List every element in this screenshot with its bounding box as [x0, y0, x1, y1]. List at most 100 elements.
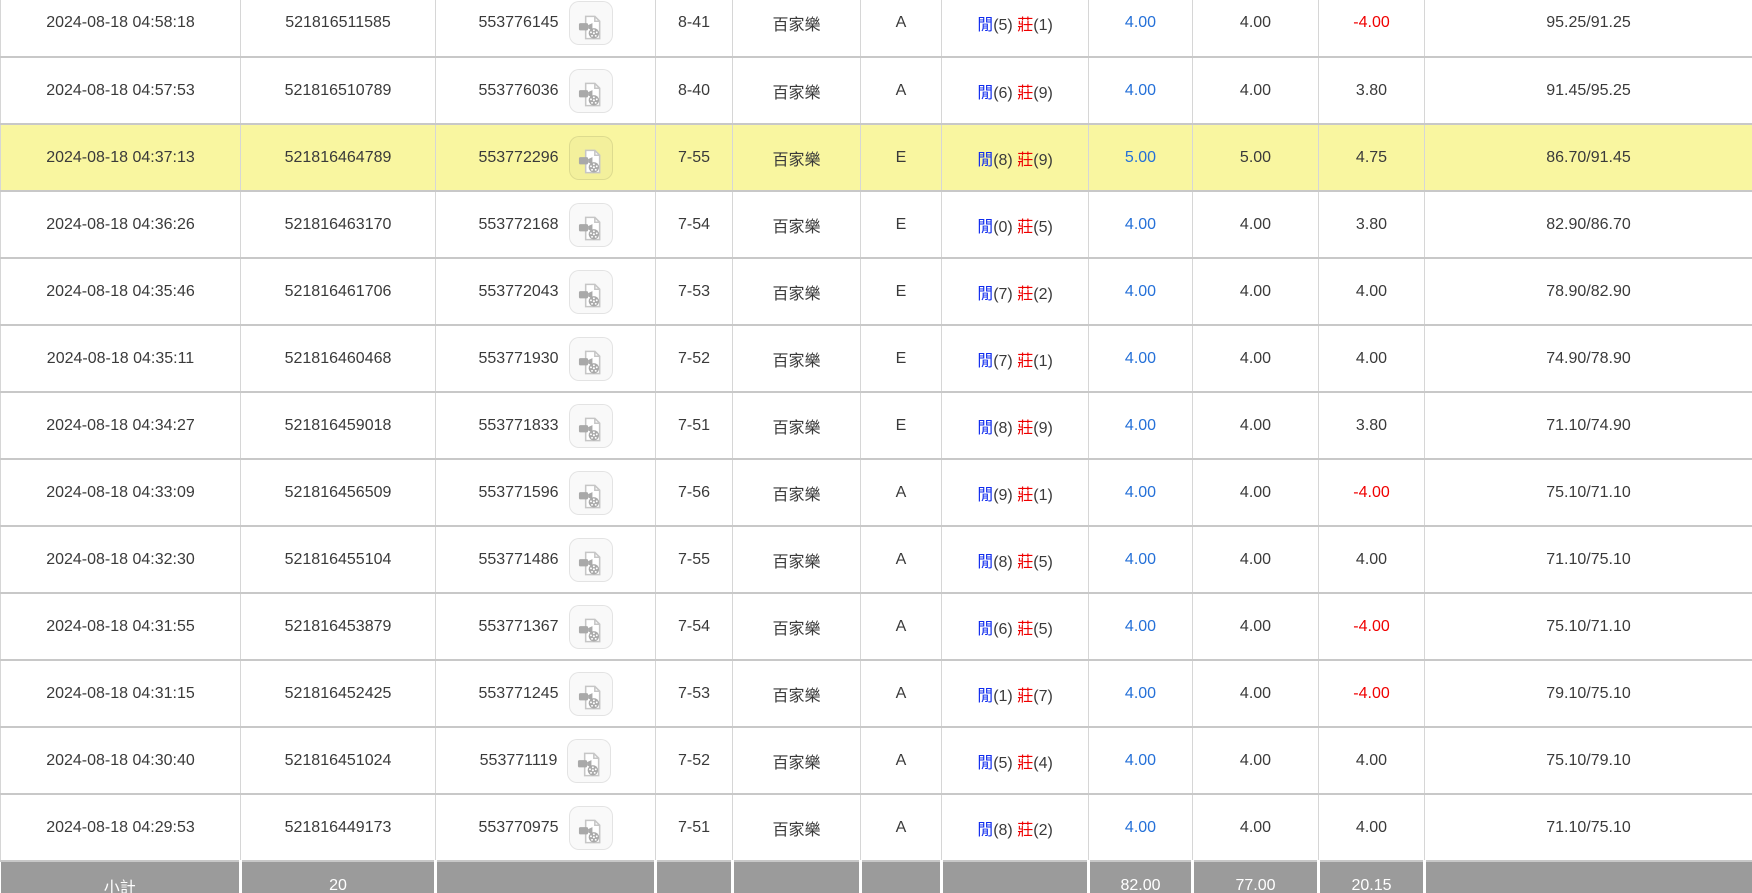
bet-record-row[interactable]: 2024-08-18 04:57:53 521816510789 5537760… — [0, 57, 1752, 125]
valid-amount-cell: 4.00 — [1192, 794, 1319, 862]
result-cell: 閒(8) 莊(5) — [941, 526, 1089, 594]
bet-amount-link[interactable]: 5.00 — [1124, 148, 1157, 166]
table-letter-cell: A — [860, 794, 942, 862]
bet-amount-cell: 4.00 — [1088, 526, 1193, 594]
round-cell: 7-52 — [655, 325, 733, 393]
bet-amount-link[interactable]: 4.00 — [1124, 349, 1157, 367]
bet-record-row[interactable]: 2024-08-18 04:31:55 521816453879 5537713… — [0, 593, 1752, 661]
win-loss-cell: 4.00 — [1318, 794, 1425, 862]
bet-amount-link[interactable]: 4.00 — [1124, 282, 1157, 300]
balance-cell: 74.90/78.90 — [1424, 325, 1752, 393]
result-cell: 閒(0) 莊(5) — [941, 191, 1089, 259]
valid-amount-cell: 4.00 — [1192, 0, 1319, 58]
bet-amount-link[interactable]: 4.00 — [1124, 684, 1157, 702]
result-cell: 閒(8) 莊(2) — [941, 794, 1089, 862]
records-body: 2024-08-18 04:58:18 521816511585 5537761… — [0, 0, 1752, 862]
bet-time-cell: 2024-08-18 04:31:15 — [0, 660, 241, 728]
video-playback-button[interactable] — [568, 202, 613, 247]
game-name-cell: 百家樂 — [732, 526, 861, 594]
round-cell: 7-54 — [655, 191, 733, 259]
bet-record-row[interactable]: 2024-08-18 04:36:26 521816463170 5537721… — [0, 191, 1752, 259]
banker-result-points: (4) — [1033, 754, 1053, 772]
video-playback-button[interactable] — [568, 68, 613, 113]
round-cell: 8-40 — [655, 57, 733, 125]
order-id-cell: 521816449173 — [240, 794, 436, 862]
bet-amount-link[interactable]: 4.00 — [1124, 14, 1157, 31]
bet-id-cell: 553770975 — [435, 794, 656, 862]
video-playback-button[interactable] — [568, 604, 613, 649]
bet-time-cell: 2024-08-18 04:31:55 — [0, 593, 241, 661]
video-playback-button[interactable] — [568, 470, 613, 515]
balance-cell: 71.10/75.10 — [1424, 794, 1752, 862]
bet-record-row[interactable]: 2024-08-18 04:58:18 521816511585 5537761… — [0, 0, 1752, 58]
video-playback-button[interactable] — [568, 537, 613, 582]
player-result-label: 閒 — [977, 687, 994, 705]
player-result-points: (8) — [993, 553, 1013, 571]
bet-amount-cell: 4.00 — [1088, 0, 1193, 58]
order-id-cell: 521816455104 — [240, 526, 436, 594]
banker-result-points: (5) — [1033, 553, 1053, 571]
video-playback-button[interactable] — [568, 336, 613, 381]
bet-amount-link[interactable]: 4.00 — [1124, 617, 1157, 635]
game-name-cell: 百家樂 — [732, 794, 861, 862]
bet-id-cell: 553771596 — [435, 459, 656, 527]
bet-amount-link[interactable]: 4.00 — [1124, 81, 1157, 99]
player-result-label: 閒 — [977, 419, 994, 437]
video-playback-button[interactable] — [568, 135, 613, 180]
bet-time-cell: 2024-08-18 04:32:30 — [0, 526, 241, 594]
balance-cell: 71.10/75.10 — [1424, 526, 1752, 594]
player-result-label: 閒 — [977, 151, 994, 169]
bet-record-row[interactable]: 2024-08-18 04:37:13 521816464789 5537722… — [0, 124, 1752, 192]
player-result-label: 閒 — [977, 84, 994, 102]
player-result-points: (5) — [993, 17, 1013, 34]
bet-amount-link[interactable]: 4.00 — [1124, 818, 1157, 836]
win-loss-cell: -4.00 — [1318, 459, 1425, 527]
bet-amount-link[interactable]: 4.00 — [1124, 215, 1157, 233]
table-letter-cell: A — [860, 660, 942, 728]
bet-id: 553771833 — [478, 416, 559, 434]
bet-record-row[interactable]: 2024-08-18 04:34:27 521816459018 5537718… — [0, 392, 1752, 460]
round-cell: 8-41 — [655, 0, 733, 58]
result-cell: 閒(6) 莊(5) — [941, 593, 1089, 661]
order-id-cell: 521816459018 — [240, 392, 436, 460]
bet-record-row[interactable]: 2024-08-18 04:33:09 521816456509 5537715… — [0, 459, 1752, 527]
bet-amount-link[interactable]: 4.00 — [1124, 550, 1157, 568]
player-result-points: (6) — [993, 84, 1013, 102]
bet-record-row[interactable]: 2024-08-18 04:29:53 521816449173 5537709… — [0, 794, 1752, 862]
bet-amount-link[interactable]: 4.00 — [1124, 483, 1157, 501]
bet-id-cell: 553771119 — [435, 727, 656, 795]
bet-id-cell: 553771930 — [435, 325, 656, 393]
bet-time-cell: 2024-08-18 04:33:09 — [0, 459, 241, 527]
balance-cell: 82.90/86.70 — [1424, 191, 1752, 259]
subtotal-count: 20 — [239, 861, 437, 893]
video-playback-button[interactable] — [568, 1, 613, 45]
video-camera-icon — [577, 551, 604, 580]
video-playback-button[interactable] — [568, 269, 613, 314]
bet-amount-cell: 5.00 — [1088, 124, 1193, 192]
order-id-cell: 521816511585 — [240, 0, 436, 58]
bet-record-row[interactable]: 2024-08-18 04:30:40 521816451024 5537711… — [0, 727, 1752, 795]
bet-amount-cell: 4.00 — [1088, 325, 1193, 393]
video-playback-button[interactable] — [567, 738, 612, 783]
video-camera-icon — [577, 819, 604, 848]
round-cell: 7-51 — [655, 392, 733, 460]
bet-record-row[interactable]: 2024-08-18 04:35:11 521816460468 5537719… — [0, 325, 1752, 393]
player-result-points: (8) — [993, 151, 1013, 169]
bet-amount-link[interactable]: 4.00 — [1124, 416, 1157, 434]
bet-record-row[interactable]: 2024-08-18 04:35:46 521816461706 5537720… — [0, 258, 1752, 326]
bet-record-row[interactable]: 2024-08-18 04:32:30 521816455104 5537714… — [0, 526, 1752, 594]
video-playback-button[interactable] — [568, 671, 613, 716]
win-loss-cell: -4.00 — [1318, 0, 1425, 58]
video-playback-button[interactable] — [568, 403, 613, 448]
video-camera-icon — [577, 618, 604, 647]
bet-amount-cell: 4.00 — [1088, 191, 1193, 259]
game-name-cell: 百家樂 — [732, 660, 861, 728]
bet-id: 553770975 — [478, 818, 559, 836]
bet-record-row[interactable]: 2024-08-18 04:31:15 521816452425 5537712… — [0, 660, 1752, 728]
bet-id: 553772168 — [478, 215, 559, 233]
video-playback-button[interactable] — [568, 805, 613, 850]
bet-amount-cell: 4.00 — [1088, 258, 1193, 326]
video-camera-icon — [577, 417, 604, 446]
subtotal-label: 小計 — [0, 861, 242, 893]
bet-amount-link[interactable]: 4.00 — [1124, 751, 1157, 769]
